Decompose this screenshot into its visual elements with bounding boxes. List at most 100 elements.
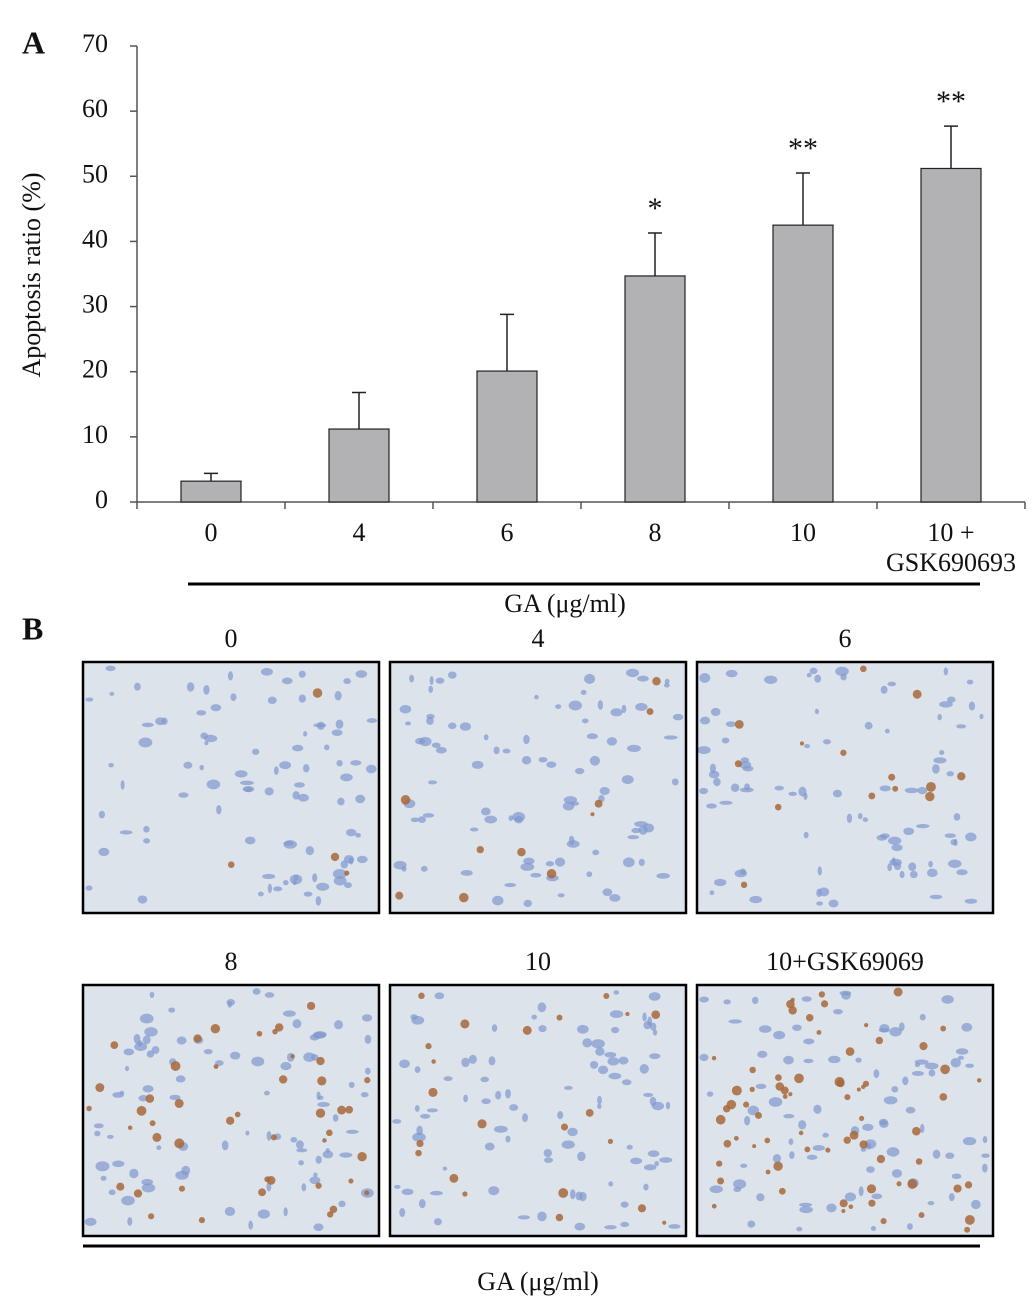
cell	[505, 1088, 511, 1099]
cell	[521, 756, 532, 765]
cell	[610, 708, 623, 717]
cell	[893, 862, 902, 871]
stained-cell	[637, 1204, 647, 1213]
stained-cell	[213, 1064, 219, 1070]
cell	[671, 778, 679, 786]
cell	[799, 1206, 813, 1214]
cell	[315, 1155, 322, 1164]
cell	[332, 1114, 339, 1122]
cell	[428, 780, 438, 785]
stained-cell	[798, 1130, 804, 1136]
cell	[313, 1223, 324, 1231]
cell	[305, 846, 314, 856]
stained-cell	[868, 792, 876, 800]
cell	[891, 857, 896, 866]
stained-cell	[918, 1212, 925, 1219]
stained-cell	[625, 1011, 630, 1017]
cell	[699, 787, 709, 795]
stained-cell	[953, 1184, 962, 1193]
micrograph-border	[388, 660, 688, 915]
cell	[965, 1063, 975, 1068]
stained-cell	[774, 803, 782, 811]
cell	[891, 1086, 899, 1093]
cell	[537, 1211, 547, 1222]
cell	[955, 1048, 969, 1055]
cell	[857, 813, 863, 820]
stained-cell	[711, 1203, 717, 1209]
stained-cell	[893, 987, 903, 997]
cell	[733, 1179, 747, 1189]
cell	[399, 1208, 406, 1218]
cell	[860, 1147, 867, 1152]
stained-cell	[607, 1138, 614, 1144]
stained-cell	[976, 1078, 982, 1083]
cell	[127, 1217, 133, 1226]
micrograph	[83, 985, 379, 1236]
cell	[699, 1053, 709, 1062]
cell	[817, 866, 822, 876]
stained-cell	[477, 1119, 487, 1129]
image-title: 8	[225, 947, 238, 976]
cell	[575, 1191, 583, 1201]
cell	[409, 674, 415, 683]
cell	[945, 1152, 955, 1159]
cell	[251, 1056, 265, 1067]
stained-cell	[174, 1098, 184, 1108]
cell	[175, 1170, 189, 1180]
cell	[567, 1127, 578, 1137]
cell	[709, 763, 716, 774]
cell	[411, 1016, 425, 1025]
cell	[561, 1140, 575, 1149]
cell	[260, 668, 274, 676]
stained-cell	[226, 1116, 235, 1125]
cell	[798, 786, 807, 797]
stained-cell	[804, 1146, 811, 1153]
stained-cell	[788, 1092, 793, 1097]
cell	[656, 873, 670, 879]
stained-cell	[912, 1126, 921, 1136]
cell	[803, 1058, 814, 1064]
stained-cell	[754, 1111, 762, 1119]
cell	[336, 759, 343, 767]
cell	[814, 674, 822, 683]
cell	[303, 731, 308, 737]
cell	[443, 1076, 453, 1082]
cell	[505, 1135, 511, 1143]
cell	[891, 844, 903, 852]
cell	[907, 1223, 913, 1231]
x-tick-label: 8	[648, 518, 662, 547]
cell	[283, 1207, 288, 1217]
cell	[654, 1160, 660, 1167]
cell	[610, 1026, 620, 1034]
cell	[94, 1130, 101, 1137]
cell	[643, 823, 655, 833]
cell	[672, 713, 684, 721]
cell	[965, 832, 977, 842]
cell	[169, 1094, 181, 1101]
cell	[100, 1175, 107, 1181]
micrograph-border	[388, 983, 688, 1238]
stained-cell	[845, 1047, 855, 1056]
cell	[606, 737, 618, 746]
stained-cell	[940, 1064, 950, 1075]
cell	[290, 1136, 298, 1143]
cell	[267, 696, 277, 705]
cell	[809, 667, 818, 675]
cell	[884, 728, 890, 734]
cell	[586, 733, 598, 740]
error-bar	[648, 232, 662, 276]
cell	[332, 869, 347, 879]
cell	[828, 899, 839, 908]
cell	[618, 1056, 629, 1065]
cell	[468, 1054, 477, 1064]
y-tick-label: 60	[82, 94, 108, 123]
stained-cell	[556, 1014, 563, 1021]
cell	[744, 783, 750, 791]
cell	[620, 1221, 630, 1228]
cell	[139, 1013, 154, 1024]
cell	[659, 1157, 673, 1163]
stained-cell	[731, 1085, 742, 1096]
stained-cell	[715, 1114, 726, 1125]
cell	[608, 1072, 622, 1080]
cell	[635, 702, 648, 711]
